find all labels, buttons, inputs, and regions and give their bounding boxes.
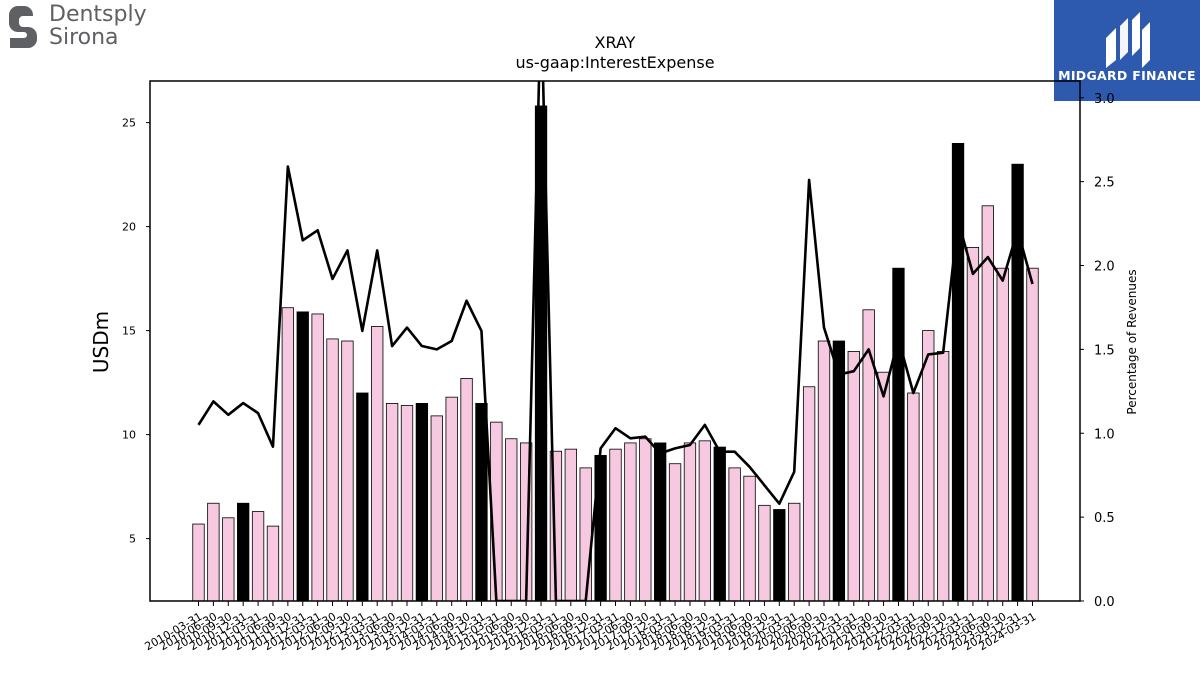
- bar: [251, 511, 265, 601]
- y-tick-label: 10: [122, 429, 136, 442]
- bar: [534, 105, 548, 601]
- bar: [773, 509, 786, 601]
- dentsply-sirona-mark-icon: [9, 6, 37, 48]
- bar: [892, 267, 905, 601]
- midgard-finance-logo: MIDGARD FINANCE: [1054, 0, 1200, 101]
- percentage-line: [197, 81, 1034, 601]
- bar: [371, 326, 384, 601]
- bar: [341, 340, 354, 601]
- y-right-tick-label: 1.5: [1094, 343, 1115, 358]
- bar: [281, 307, 295, 601]
- bar: [237, 502, 250, 601]
- y-right-tick-label: 2.5: [1094, 176, 1115, 191]
- bar: [996, 267, 1009, 601]
- y-tick-label: 15: [122, 325, 136, 338]
- bar: [832, 340, 846, 601]
- bar: [683, 442, 697, 601]
- y-tick-label: 5: [129, 533, 136, 546]
- bar: [802, 386, 816, 601]
- bar: [862, 309, 875, 601]
- brand-line-1: Dentsply: [49, 2, 147, 27]
- bar: [430, 415, 443, 601]
- bar: [698, 440, 712, 601]
- bar: [356, 392, 369, 601]
- y-tick-label: 20: [122, 221, 136, 234]
- bar: [192, 523, 205, 601]
- chart-title: XRAY: [595, 33, 636, 52]
- bar: [266, 525, 280, 601]
- bar: [743, 475, 756, 601]
- bar: [609, 448, 622, 601]
- bar: [907, 392, 920, 601]
- bar: [385, 402, 399, 601]
- bar: [311, 313, 324, 601]
- dentsply-sirona-logo: Dentsply Sirona: [6, 4, 166, 50]
- brand-name: MIDGARD FINANCE: [1058, 68, 1196, 83]
- bar: [966, 246, 980, 601]
- bar: [326, 338, 339, 601]
- bar: [505, 438, 518, 601]
- bar: [758, 504, 771, 601]
- y-right-tick-label: 2.0: [1094, 260, 1115, 275]
- y-right-tick-label: 0.5: [1094, 511, 1115, 526]
- y-tick-label: 25: [122, 117, 136, 130]
- chart-subtitle: us-gaap:InterestExpense: [515, 53, 714, 72]
- midgard-mark-icon: [1106, 12, 1150, 68]
- bar: [817, 340, 831, 601]
- bar: [668, 463, 682, 601]
- bar: [415, 402, 429, 601]
- y-right-tick-label: 3.0: [1094, 92, 1115, 107]
- bar: [788, 502, 801, 601]
- bar: [519, 442, 533, 601]
- bar: [207, 502, 220, 601]
- bar: [445, 396, 458, 601]
- bar: [847, 350, 860, 601]
- bar: [728, 467, 741, 601]
- y-right-tick-label: 1.0: [1094, 427, 1115, 442]
- bar: [936, 350, 950, 601]
- bar: [922, 330, 935, 601]
- y-axis-right-label: Percentage of Revenues: [1125, 269, 1139, 414]
- bar: [951, 142, 965, 601]
- bar: [460, 378, 473, 601]
- brand-line-2: Sirona: [49, 25, 119, 50]
- line-group: [197, 81, 1034, 601]
- bars-group: [192, 105, 1039, 601]
- bar: [579, 467, 592, 601]
- bar: [624, 442, 637, 601]
- bar: [475, 402, 488, 601]
- bar: [981, 205, 994, 601]
- bar: [713, 446, 726, 601]
- y-axis-label: USDm: [89, 311, 113, 373]
- bar: [639, 438, 652, 601]
- bar: [400, 405, 414, 601]
- bar: [877, 371, 890, 601]
- bar: [1026, 267, 1039, 601]
- bar: [654, 442, 667, 601]
- bar: [296, 311, 309, 601]
- bar: [222, 517, 235, 601]
- y-right-tick-label: 0.0: [1094, 595, 1115, 610]
- bar: [564, 448, 577, 601]
